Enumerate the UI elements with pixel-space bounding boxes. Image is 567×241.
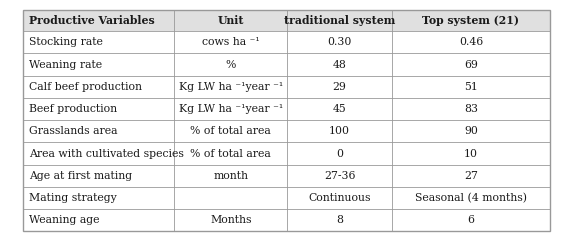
Text: Weaning rate: Weaning rate <box>29 60 103 70</box>
Text: Grasslands area: Grasslands area <box>29 126 118 136</box>
Text: 45: 45 <box>333 104 346 114</box>
Text: 6: 6 <box>467 215 475 225</box>
Text: 90: 90 <box>464 126 478 136</box>
Text: Months: Months <box>210 215 251 225</box>
Text: month: month <box>213 171 248 181</box>
Text: Kg LW ha ⁻¹year ⁻¹: Kg LW ha ⁻¹year ⁻¹ <box>179 82 283 92</box>
Text: 10: 10 <box>464 148 478 159</box>
Text: Beef production: Beef production <box>29 104 117 114</box>
Text: Continuous: Continuous <box>308 193 371 203</box>
Text: 0.46: 0.46 <box>459 37 483 47</box>
Text: Stocking rate: Stocking rate <box>29 37 103 47</box>
Text: Mating strategy: Mating strategy <box>29 193 117 203</box>
Text: Age at first mating: Age at first mating <box>29 171 133 181</box>
Text: 27: 27 <box>464 171 478 181</box>
Text: 29: 29 <box>333 82 346 92</box>
Text: Productive Variables: Productive Variables <box>29 15 155 26</box>
Bar <box>23 10 550 31</box>
Text: % of total area: % of total area <box>191 126 271 136</box>
Text: % of total area: % of total area <box>191 148 271 159</box>
Text: Kg LW ha ⁻¹year ⁻¹: Kg LW ha ⁻¹year ⁻¹ <box>179 104 283 114</box>
Text: traditional system: traditional system <box>284 15 395 26</box>
Text: Unit: Unit <box>218 15 244 26</box>
Text: Top system (21): Top system (21) <box>422 15 519 26</box>
Text: Area with cultivated species: Area with cultivated species <box>29 148 184 159</box>
Text: 8: 8 <box>336 215 343 225</box>
Text: 0.30: 0.30 <box>327 37 352 47</box>
Text: 48: 48 <box>333 60 346 70</box>
Text: cows ha ⁻¹: cows ha ⁻¹ <box>202 37 260 47</box>
Text: Weaning age: Weaning age <box>29 215 100 225</box>
Text: Calf beef production: Calf beef production <box>29 82 142 92</box>
Text: 83: 83 <box>464 104 478 114</box>
Text: %: % <box>226 60 236 70</box>
Text: 51: 51 <box>464 82 478 92</box>
Text: 100: 100 <box>329 126 350 136</box>
Text: 27-36: 27-36 <box>324 171 356 181</box>
Text: 69: 69 <box>464 60 478 70</box>
Text: Seasonal (4 months): Seasonal (4 months) <box>415 193 527 203</box>
Text: 0: 0 <box>336 148 343 159</box>
